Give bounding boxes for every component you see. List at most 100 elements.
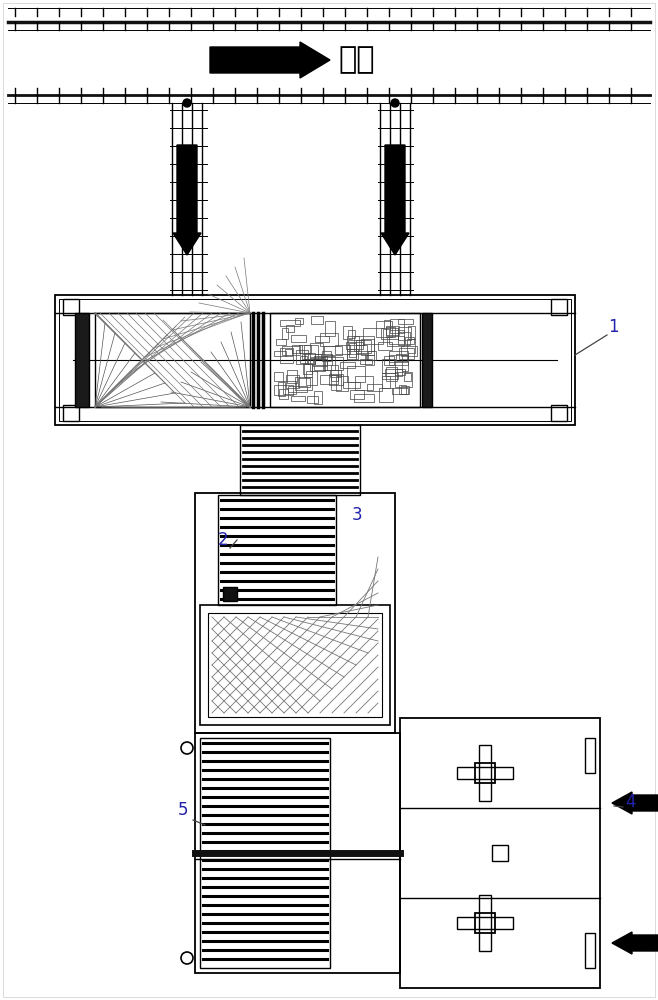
Bar (457, 767, 513, 779)
Bar (304, 364, 312, 377)
Bar (311, 316, 323, 324)
Bar (390, 355, 407, 362)
Bar (395, 354, 408, 361)
Bar (324, 346, 342, 355)
Bar (240, 425, 360, 495)
Bar (200, 605, 390, 725)
Bar (331, 375, 341, 390)
Bar (297, 378, 310, 387)
Bar (55, 295, 575, 425)
Bar (400, 718, 600, 988)
Bar (386, 327, 395, 337)
Bar (361, 339, 374, 355)
Bar (384, 320, 390, 329)
Bar (475, 913, 495, 933)
Bar (585, 933, 595, 968)
Bar (401, 355, 407, 371)
Bar (363, 328, 382, 344)
Bar (200, 738, 330, 968)
Bar (303, 363, 312, 374)
Bar (282, 346, 300, 355)
Bar (492, 845, 508, 861)
Bar (278, 389, 288, 399)
Text: 1: 1 (608, 318, 619, 336)
Bar (287, 370, 297, 383)
Bar (295, 350, 308, 364)
Bar (551, 299, 567, 315)
Text: 2: 2 (218, 531, 228, 549)
Bar (325, 321, 335, 336)
Bar (195, 733, 400, 973)
Bar (322, 351, 331, 361)
Bar (295, 318, 303, 324)
Circle shape (183, 99, 191, 107)
Bar (398, 319, 413, 324)
Bar (336, 376, 347, 391)
FancyArrow shape (612, 792, 658, 814)
Bar (407, 339, 415, 353)
Bar (347, 349, 358, 359)
Bar (376, 321, 392, 337)
Bar (329, 374, 343, 385)
Bar (551, 405, 567, 421)
Bar (349, 343, 356, 357)
Bar (475, 763, 495, 783)
Bar (304, 345, 318, 359)
Bar (314, 356, 327, 370)
Bar (457, 917, 513, 929)
Bar (347, 354, 366, 360)
Bar (390, 319, 404, 333)
Bar (291, 396, 305, 401)
Bar (397, 332, 410, 345)
Bar (59, 299, 571, 421)
FancyArrow shape (210, 42, 330, 78)
Bar (367, 384, 382, 391)
Bar (284, 381, 295, 394)
Circle shape (391, 99, 399, 107)
Bar (331, 365, 338, 381)
Bar (356, 340, 371, 353)
Bar (389, 351, 407, 365)
Bar (395, 369, 405, 375)
Bar (397, 327, 411, 340)
Bar (340, 362, 355, 368)
Bar (348, 330, 355, 338)
Bar (270, 313, 420, 407)
Bar (350, 390, 365, 399)
Bar (280, 320, 299, 326)
Text: 上料: 上料 (338, 45, 374, 75)
Bar (291, 345, 302, 353)
Bar (386, 326, 399, 335)
Bar (380, 328, 398, 339)
Bar (330, 370, 341, 377)
Bar (274, 351, 286, 356)
Bar (379, 388, 393, 402)
Bar (355, 376, 372, 390)
Bar (335, 345, 350, 354)
Bar (208, 613, 382, 717)
Bar (386, 367, 397, 381)
Bar (368, 351, 376, 360)
Bar (310, 357, 325, 371)
FancyArrow shape (381, 145, 409, 255)
Bar (320, 375, 338, 384)
Bar (405, 337, 415, 344)
FancyArrow shape (173, 145, 201, 255)
Bar (401, 346, 417, 356)
Bar (278, 382, 285, 396)
Bar (291, 335, 306, 342)
Bar (223, 587, 237, 601)
Bar (343, 326, 351, 339)
Bar (305, 371, 316, 385)
Bar (384, 356, 395, 365)
Bar (75, 313, 89, 407)
Bar (323, 357, 343, 370)
Bar (348, 340, 365, 345)
Bar (401, 386, 409, 394)
Bar (305, 353, 315, 364)
Bar (286, 375, 299, 388)
Bar (320, 333, 338, 346)
FancyArrow shape (612, 932, 658, 954)
Text: 5: 5 (178, 801, 188, 819)
Bar (274, 385, 293, 395)
